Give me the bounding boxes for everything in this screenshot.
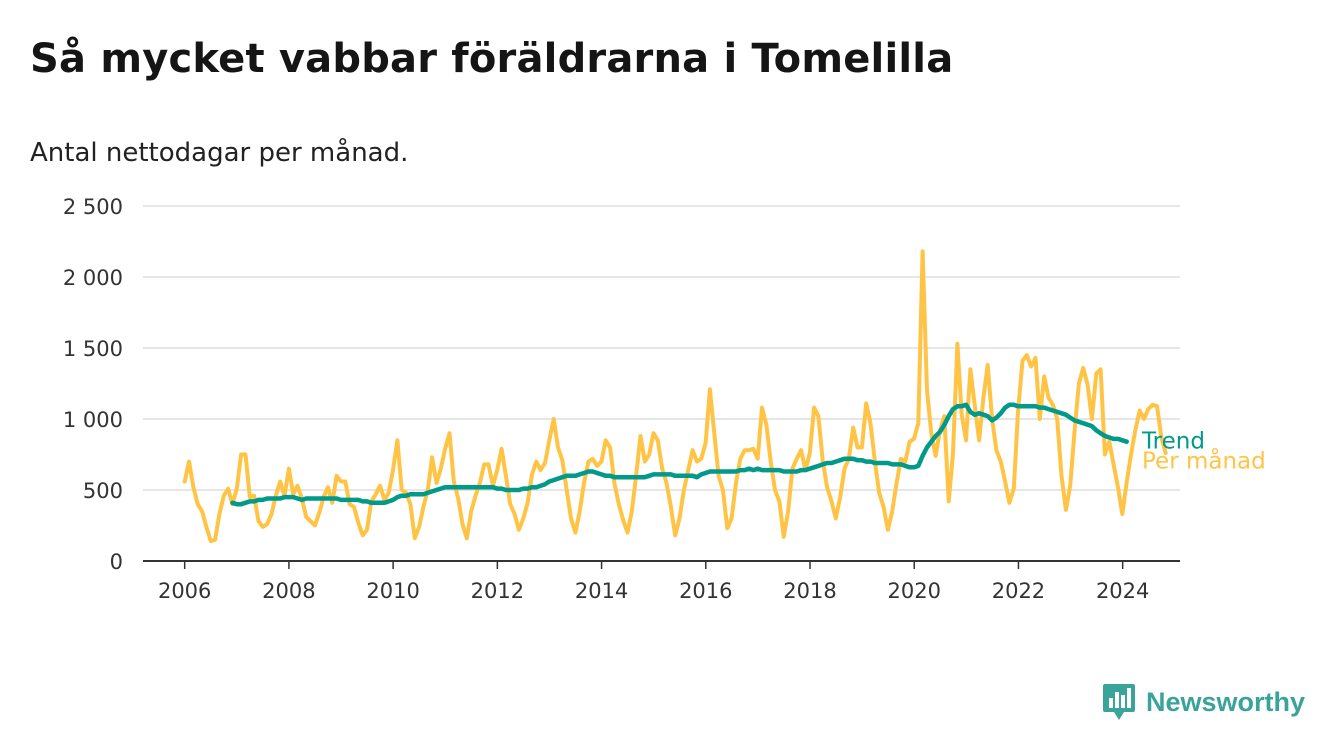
y-axis-ticks: 0 500 1 000 1 500 2 000 2 500 [63,195,123,574]
newsworthy-brand[interactable]: Newsworthy [1102,682,1305,722]
trend-line [230,402,1129,507]
gridlines [143,205,1180,491]
y-tick-label: 0 [110,550,123,574]
x-tick-label: 2014 [575,579,628,603]
x-tick-label: 2024 [1096,579,1149,603]
newsworthy-logo-icon [1103,684,1135,720]
x-tick-label: 2008 [262,579,315,603]
x-tick-label: 2022 [992,579,1045,603]
x-tick-label: 2012 [471,579,524,603]
x-tick-label: 2006 [158,579,211,603]
y-tick-label: 1 000 [63,408,123,432]
x-tick-label: 2020 [888,579,941,603]
monthly-line [182,249,1168,544]
chart-subtitle: Antal nettodagar per månad. [30,138,409,168]
trend-label: Trend [1141,428,1205,454]
x-tick-label: 2010 [366,579,419,603]
series-lines [182,249,1168,544]
x-axis: 2006 2008 2010 2012 2014 2016 2018 2020 2022 2024 [143,560,1180,603]
y-tick-label: 2 000 [63,266,123,290]
y-tick-label: 500 [83,479,123,503]
x-tick-label: 2018 [783,579,836,603]
newsworthy-wordmark: Newsworthy [1146,686,1306,717]
y-tick-label: 1 500 [63,337,123,361]
x-tick-label: 2016 [679,579,732,603]
chart-title: Så mycket vabbar föräldrarna i Tomelilla [30,36,954,82]
monthly-label: Per månad [1142,446,1266,474]
y-tick-label: 2 500 [63,195,123,219]
